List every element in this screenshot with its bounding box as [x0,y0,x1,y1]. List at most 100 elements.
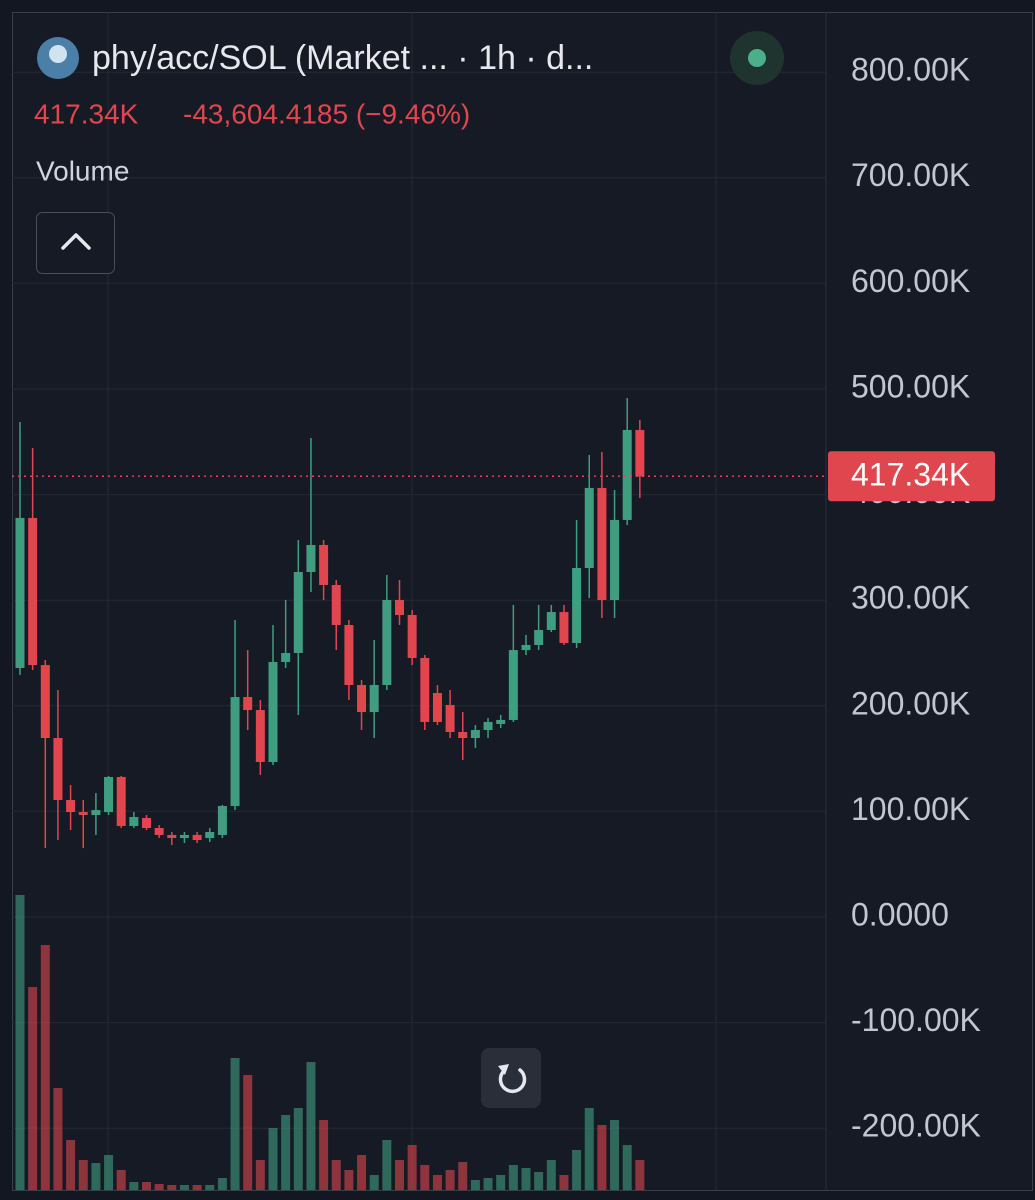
candle-body [53,738,63,801]
candle-body [432,693,442,722]
candle-body [15,517,25,669]
candle-body [192,834,202,841]
volume-bar [635,1160,645,1190]
candle-body [622,429,632,520]
candle-body [217,806,227,835]
volume-bar [167,1185,177,1190]
volume-bar [293,1108,303,1190]
volume-bar [597,1125,607,1190]
volume-bar [306,1062,316,1190]
volume-bar [508,1165,518,1190]
candle-body [28,517,38,666]
candle-body [91,810,101,816]
status-dot [748,49,766,67]
candle-body [584,487,594,568]
candle-body [610,519,620,600]
candle-body [559,612,569,643]
chart-title: phy/acc/SOL (Market ... · 1h · d... [92,39,593,77]
candle-body [572,567,582,643]
y-tick-label: 600.00K [851,263,970,299]
y-tick-label: 300.00K [851,580,970,616]
candle-body [597,487,607,600]
candle-body [546,612,556,630]
last-price-tag-label: 417.34K [851,457,970,493]
volume-bar [521,1168,531,1190]
header: phy/acc/SOL (Market ... · 1h · d... 417.… [34,31,784,1108]
price-axis: 800.00K700.00K600.00K500.00K400.00K300.0… [828,52,995,1144]
candle-body [319,544,329,586]
volume-bar [357,1155,367,1190]
reset-icon-arrow [498,1064,509,1075]
candle-body [243,697,253,711]
candle-body [357,685,367,713]
volume-label: Volume [36,155,129,186]
volume-bar [610,1120,620,1190]
candle-body [331,585,341,626]
candle-body [66,800,76,813]
candle-body [293,572,303,654]
volume-bar [584,1108,594,1190]
candle-body [534,629,544,645]
volume-bar [382,1140,392,1190]
volume-bar [78,1160,88,1190]
volume-bar [483,1178,493,1190]
collapse-button[interactable] [36,212,115,274]
candle-body [104,776,114,813]
volume-bar [230,1058,240,1190]
volume-bar [15,895,25,1190]
y-tick-label: 700.00K [851,157,970,193]
volume-bar [395,1160,404,1190]
volume-bar [268,1128,278,1190]
candle-body [116,776,126,826]
candle-body [445,704,455,733]
candle-body [470,729,480,739]
volume-bar [154,1184,164,1190]
y-tick-label: 500.00K [851,368,970,404]
volume-bar [281,1115,291,1190]
candle-body [205,832,215,839]
candle-body [306,544,316,573]
candle-body [281,653,291,662]
last-price-tag [828,451,995,502]
candle-body [142,817,151,828]
candle-body [154,827,164,835]
volume-bar [129,1182,139,1190]
volume-bar [53,1088,63,1190]
reset-button[interactable] [481,1048,541,1108]
volume-bar [470,1180,480,1190]
candle-body [458,732,468,739]
price-change: -43,604.4185 (−9.46%) [183,98,470,129]
volume-bar [142,1182,151,1190]
candle-body [382,599,392,686]
volume-bar [28,987,38,1190]
volume-bar [458,1162,468,1190]
volume-bar [496,1175,506,1190]
volume-bar [255,1160,265,1190]
candle-body [508,650,518,720]
candle-body [407,614,417,658]
volume-bar [104,1155,114,1190]
volume-bar [622,1145,632,1190]
candle-body [255,710,265,762]
reset-icon [498,1068,527,1094]
volume-bar [344,1170,354,1190]
volume-bar [534,1172,544,1190]
last-price: 417.34K [34,98,139,129]
volume-bar [319,1120,329,1190]
volume-bar [445,1170,455,1190]
volume-bar [192,1185,202,1190]
y-tick-label: 800.00K [851,52,970,88]
volume-bar [40,945,50,1190]
volume-bar [572,1150,582,1190]
candle-body [78,812,88,816]
candle-body [395,599,404,615]
candle-body [420,657,430,722]
candle-body [167,834,177,839]
y-tick-label: -200.00K [851,1108,981,1144]
volume-bar [91,1163,101,1190]
y-tick-label: -100.00K [851,1002,981,1038]
candle-body [369,685,379,713]
volume-bar [179,1185,189,1190]
